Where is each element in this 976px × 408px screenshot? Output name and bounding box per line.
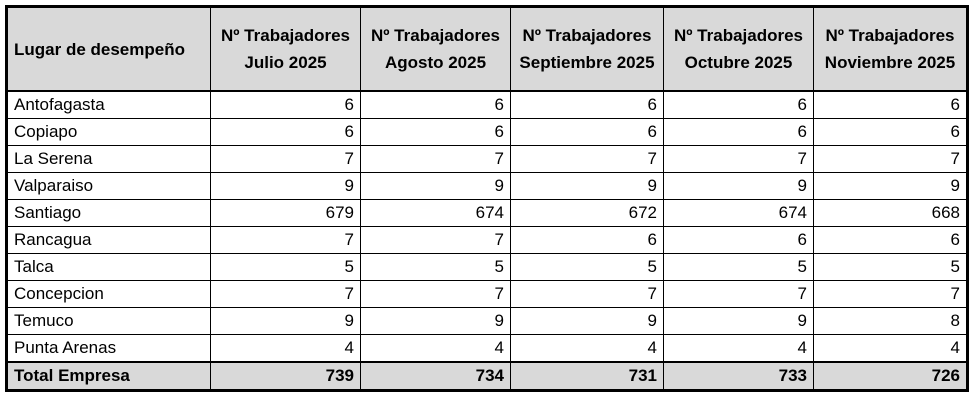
header-octubre: Nº Trabajadores Octubre 2025	[663, 7, 814, 92]
table-row: Valparaiso 9 9 9 9 9	[7, 172, 967, 200]
table-row: Rancagua 7 7 6 6 6	[7, 226, 967, 254]
table-row: La Serena 7 7 7 7 7	[7, 145, 967, 173]
cell-septiembre: 6	[510, 226, 664, 254]
cell-lugar: Temuco	[7, 307, 211, 335]
header-septiembre: Nº Trabajadores Septiembre 2025	[510, 7, 664, 92]
cell-septiembre: 6	[510, 118, 664, 146]
cell-julio: 4	[210, 334, 361, 363]
cell-julio: 9	[210, 307, 361, 335]
table-row: Santiago 679 674 672 674 668	[7, 199, 967, 227]
cell-noviembre: 8	[813, 307, 967, 335]
cell-agosto: 9	[360, 307, 511, 335]
workers-table: Lugar de desempeño Nº Trabajadores Julio…	[5, 5, 969, 392]
table-row: Punta Arenas 4 4 4 4 4	[7, 334, 967, 363]
total-octubre: 733	[663, 361, 814, 390]
cell-octubre: 6	[663, 118, 814, 146]
cell-agosto: 6	[360, 118, 511, 146]
table-footer: Total Empresa 739 734 731 733 726	[7, 361, 967, 390]
cell-octubre: 9	[663, 307, 814, 335]
cell-noviembre: 5	[813, 253, 967, 281]
cell-lugar: Copiapo	[7, 118, 211, 146]
table-body: Antofagasta 6 6 6 6 6 Copiapo 6 6 6 6 6 La Serena 7 7 7…	[7, 90, 967, 363]
table-row: Talca 5 5 5 5 5	[7, 253, 967, 281]
cell-agosto: 7	[360, 145, 511, 173]
cell-septiembre: 672	[510, 199, 664, 227]
cell-julio: 5	[210, 253, 361, 281]
total-label: Total Empresa	[7, 361, 211, 390]
cell-agosto: 674	[360, 199, 511, 227]
header-noviembre: Nº Trabajadores Noviembre 2025	[813, 7, 967, 92]
cell-agosto: 6	[360, 90, 511, 119]
cell-octubre: 4	[663, 334, 814, 363]
cell-septiembre: 9	[510, 307, 664, 335]
cell-septiembre: 9	[510, 172, 664, 200]
cell-julio: 7	[210, 280, 361, 308]
cell-octubre: 6	[663, 226, 814, 254]
cell-lugar: Punta Arenas	[7, 334, 211, 363]
cell-lugar: Rancagua	[7, 226, 211, 254]
cell-octubre: 9	[663, 172, 814, 200]
cell-julio: 7	[210, 145, 361, 173]
cell-noviembre: 6	[813, 118, 967, 146]
total-agosto: 734	[360, 361, 511, 390]
cell-agosto: 5	[360, 253, 511, 281]
cell-julio: 9	[210, 172, 361, 200]
total-row: Total Empresa 739 734 731 733 726	[7, 361, 967, 390]
cell-noviembre: 4	[813, 334, 967, 363]
cell-julio: 6	[210, 90, 361, 119]
cell-noviembre: 668	[813, 199, 967, 227]
cell-noviembre: 6	[813, 226, 967, 254]
cell-agosto: 7	[360, 280, 511, 308]
cell-septiembre: 7	[510, 145, 664, 173]
cell-lugar: Santiago	[7, 199, 211, 227]
cell-noviembre: 7	[813, 145, 967, 173]
cell-septiembre: 5	[510, 253, 664, 281]
header-row: Lugar de desempeño Nº Trabajadores Julio…	[7, 7, 967, 92]
cell-noviembre: 6	[813, 90, 967, 119]
cell-octubre: 5	[663, 253, 814, 281]
cell-agosto: 9	[360, 172, 511, 200]
cell-octubre: 6	[663, 90, 814, 119]
cell-septiembre: 4	[510, 334, 664, 363]
cell-agosto: 4	[360, 334, 511, 363]
table-row: Temuco 9 9 9 9 8	[7, 307, 967, 335]
cell-octubre: 674	[663, 199, 814, 227]
cell-septiembre: 7	[510, 280, 664, 308]
cell-noviembre: 7	[813, 280, 967, 308]
total-noviembre: 726	[813, 361, 967, 390]
table-row: Concepcion 7 7 7 7 7	[7, 280, 967, 308]
cell-julio: 6	[210, 118, 361, 146]
cell-septiembre: 6	[510, 90, 664, 119]
cell-octubre: 7	[663, 145, 814, 173]
cell-lugar: La Serena	[7, 145, 211, 173]
cell-julio: 7	[210, 226, 361, 254]
cell-lugar: Talca	[7, 253, 211, 281]
header-agosto: Nº Trabajadores Agosto 2025	[360, 7, 511, 92]
cell-lugar: Valparaiso	[7, 172, 211, 200]
cell-agosto: 7	[360, 226, 511, 254]
cell-lugar: Antofagasta	[7, 90, 211, 119]
cell-julio: 679	[210, 199, 361, 227]
cell-noviembre: 9	[813, 172, 967, 200]
cell-octubre: 7	[663, 280, 814, 308]
cell-lugar: Concepcion	[7, 280, 211, 308]
header-julio: Nº Trabajadores Julio 2025	[210, 7, 361, 92]
total-julio: 739	[210, 361, 361, 390]
table-header: Lugar de desempeño Nº Trabajadores Julio…	[7, 7, 967, 92]
table-row: Copiapo 6 6 6 6 6	[7, 118, 967, 146]
total-septiembre: 731	[510, 361, 664, 390]
header-lugar: Lugar de desempeño	[7, 7, 211, 92]
table-row: Antofagasta 6 6 6 6 6	[7, 90, 967, 119]
